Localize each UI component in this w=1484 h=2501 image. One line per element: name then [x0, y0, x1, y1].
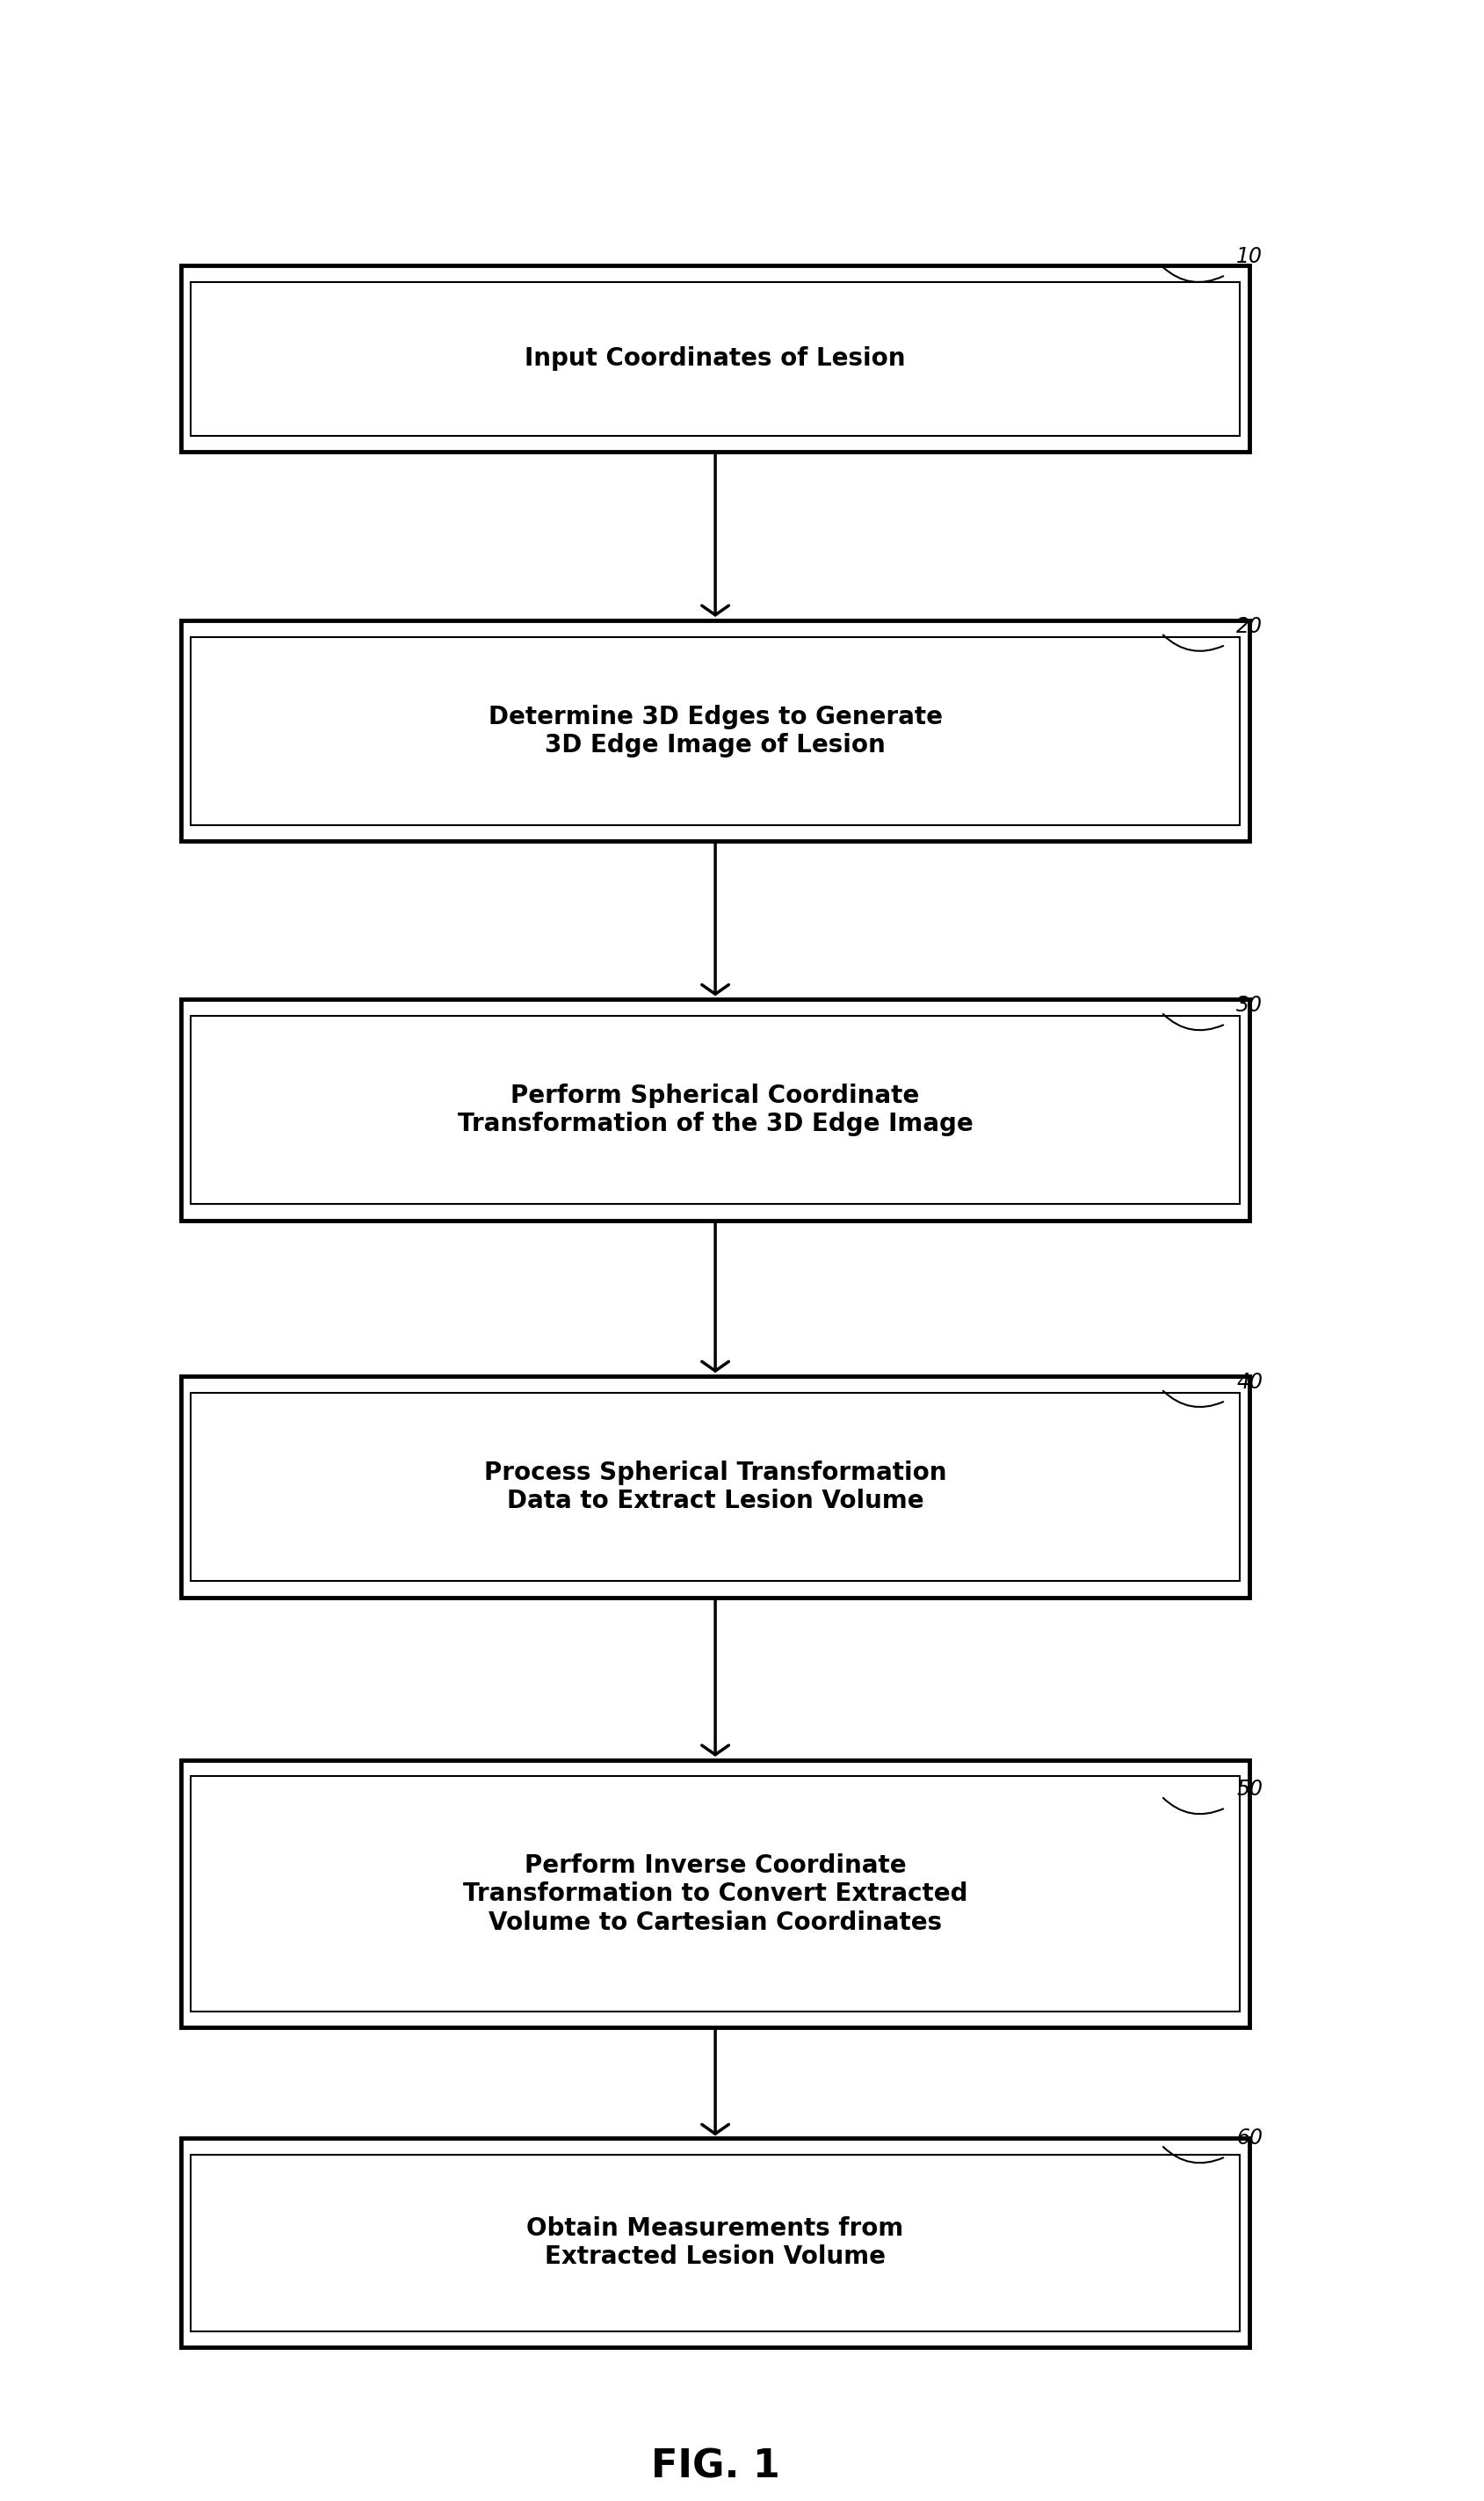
Text: Determine 3D Edges to Generate
3D Edge Image of Lesion: Determine 3D Edges to Generate 3D Edge I…	[488, 705, 942, 758]
Bar	[181, 1376, 1250, 1598]
Bar	[181, 2138, 1250, 2348]
Text: Perform Inverse Coordinate
Transformation to Convert Extracted
Volume to Cartesi: Perform Inverse Coordinate Transformatio…	[463, 1853, 968, 1936]
Text: Perform Spherical Coordinate
Transformation of the 3D Edge Image: Perform Spherical Coordinate Transformat…	[457, 1083, 974, 1135]
Bar	[190, 2153, 1241, 2331]
Bar	[190, 1015, 1241, 1205]
Text: 50: 50	[1236, 1778, 1263, 1801]
Bar	[190, 638, 1241, 825]
Bar	[190, 1776, 1241, 2011]
Bar	[190, 1393, 1241, 1581]
Bar	[181, 265, 1250, 453]
Text: 20: 20	[1236, 615, 1263, 638]
Bar	[181, 1761, 1250, 2028]
Text: Obtain Measurements from
Extracted Lesion Volume: Obtain Measurements from Extracted Lesio…	[527, 2216, 904, 2268]
Text: 10: 10	[1236, 245, 1263, 268]
Text: 60: 60	[1236, 2128, 1263, 2148]
Bar	[181, 620, 1250, 840]
Text: 40: 40	[1236, 1371, 1263, 1393]
Text: 30: 30	[1236, 995, 1263, 1015]
Bar	[190, 283, 1241, 435]
Text: FIG. 1: FIG. 1	[651, 2448, 779, 2486]
Text: Process Spherical Transformation
Data to Extract Lesion Volume: Process Spherical Transformation Data to…	[484, 1461, 947, 1513]
Text: Input Coordinates of Lesion: Input Coordinates of Lesion	[525, 348, 905, 370]
Bar	[181, 1000, 1250, 1220]
